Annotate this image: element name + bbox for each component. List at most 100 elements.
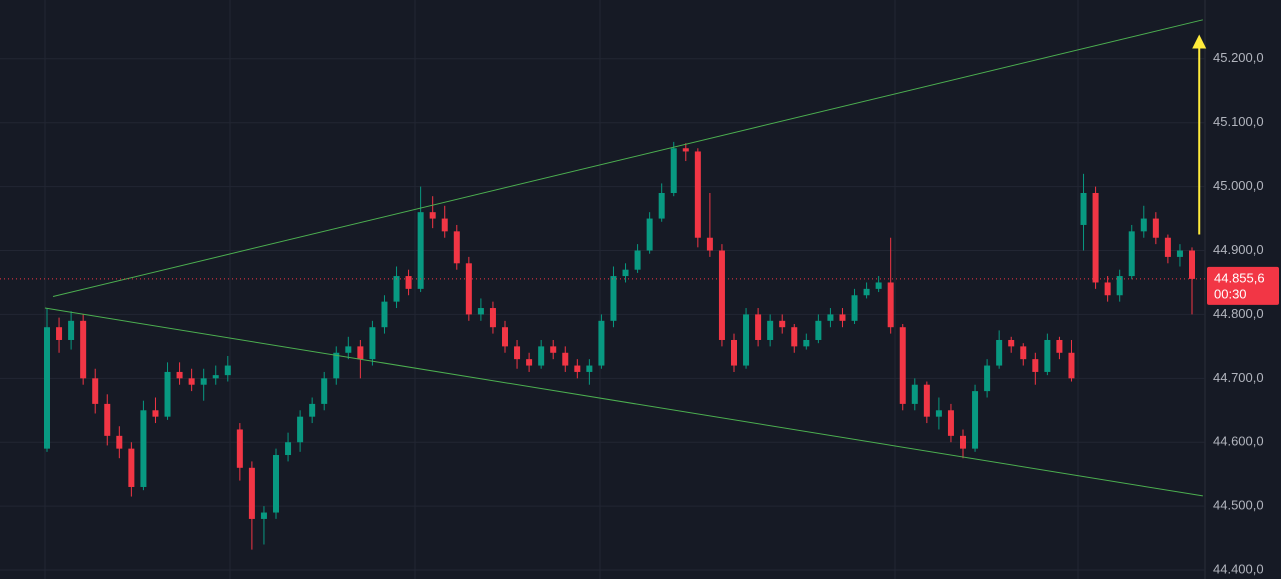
- candle-body: [1128, 231, 1135, 277]
- candle-body: [1092, 193, 1099, 283]
- candle-body: [128, 448, 135, 487]
- candle-body: [321, 378, 328, 404]
- y-tick-label: 44.700,0: [1213, 370, 1264, 385]
- candle-body: [273, 455, 279, 513]
- vertical-grid: [44, 0, 1079, 579]
- y-tick-label: 44.400,0: [1213, 561, 1264, 576]
- y-tick-label: 45.200,0: [1213, 50, 1264, 65]
- candle-body: [1056, 339, 1063, 353]
- candle-body: [1152, 218, 1159, 238]
- y-tick-label: 44.500,0: [1213, 498, 1264, 513]
- candle-body: [743, 314, 750, 366]
- y-tick-label: 45.100,0: [1213, 114, 1264, 129]
- candle-body: [309, 403, 316, 417]
- candle-body: [887, 282, 894, 328]
- candle-body: [1080, 193, 1087, 225]
- countdown: 00:30: [1214, 286, 1247, 301]
- candle-body: [574, 365, 581, 372]
- candle-body: [429, 212, 436, 219]
- candle-body: [658, 193, 665, 219]
- candle-body: [224, 365, 231, 376]
- candle-body: [682, 148, 689, 152]
- candle-body: [586, 365, 593, 372]
- candle-body: [1104, 282, 1111, 296]
- candle-body: [152, 410, 159, 417]
- candle-body: [1068, 352, 1075, 379]
- candle-body: [1176, 250, 1183, 257]
- candle-body: [899, 327, 906, 404]
- last-price-box: [1207, 266, 1279, 305]
- last-price-label: 44.855,6: [1214, 270, 1265, 285]
- arrow-head: [1192, 34, 1207, 49]
- y-tick-label: 44.800,0: [1213, 306, 1264, 321]
- candle-body: [526, 359, 533, 366]
- candle-body: [164, 371, 171, 417]
- candle-body: [1008, 339, 1015, 347]
- candle-body: [863, 288, 870, 296]
- candle-body: [972, 391, 979, 449]
- candle-body: [718, 250, 725, 340]
- candle-body: [996, 339, 1003, 366]
- candle-body: [646, 218, 653, 251]
- candle-body: [56, 327, 63, 340]
- candle-body: [357, 346, 364, 360]
- candle-body: [104, 403, 111, 436]
- candle-body: [767, 320, 774, 340]
- candle-body: [779, 320, 786, 328]
- candle-body: [200, 378, 207, 385]
- candle-body: [1164, 237, 1171, 257]
- candle-body: [755, 314, 762, 340]
- candle-body: [1116, 276, 1123, 296]
- candle-body: [1032, 359, 1039, 372]
- candle-body: [297, 416, 304, 443]
- candle-body: [393, 276, 400, 302]
- candle-body: [1020, 346, 1027, 360]
- candle-body: [610, 276, 617, 321]
- candle-body: [176, 371, 183, 379]
- candle-body: [538, 346, 545, 366]
- candle-body: [441, 218, 448, 232]
- candle-body: [514, 346, 521, 360]
- candle-body: [803, 339, 810, 347]
- candle-body: [381, 301, 388, 328]
- y-tick-label: 44.600,0: [1213, 434, 1264, 449]
- candle-body: [815, 320, 822, 340]
- candle-body: [188, 378, 195, 385]
- candle-body: [333, 352, 340, 379]
- candle-body: [598, 320, 605, 366]
- trendline: [44, 307, 1203, 497]
- y-tick-label: 45.000,0: [1213, 178, 1264, 193]
- y-tick-label: 44.900,0: [1213, 242, 1264, 257]
- candle-body: [670, 148, 677, 193]
- candle-body: [634, 250, 641, 270]
- candle-body: [260, 512, 267, 519]
- candle-body: [477, 308, 484, 315]
- candle-body: [827, 314, 834, 321]
- trendline: [52, 19, 1203, 298]
- candle-body: [417, 212, 424, 289]
- candle-body: [236, 429, 243, 468]
- candle-body: [44, 327, 50, 449]
- candle-body: [1189, 250, 1195, 279]
- candle-body: [453, 231, 460, 264]
- candle-body: [92, 378, 99, 404]
- candle-body: [911, 384, 918, 404]
- candle-body: [502, 327, 508, 347]
- candle-body: [791, 327, 798, 347]
- candle-body: [851, 295, 858, 321]
- candle-body: [984, 365, 991, 392]
- candle-body: [960, 435, 966, 449]
- candle-body: [68, 320, 75, 340]
- candle-body: [622, 269, 629, 277]
- candle-body: [140, 410, 147, 487]
- candle-body: [369, 327, 376, 360]
- candle-body: [405, 276, 412, 289]
- candle-body: [116, 435, 123, 449]
- candle-body: [345, 346, 352, 353]
- candle-body: [731, 339, 737, 366]
- candle-body: [465, 263, 472, 315]
- candle-body: [875, 282, 882, 289]
- candle-body: [80, 320, 87, 379]
